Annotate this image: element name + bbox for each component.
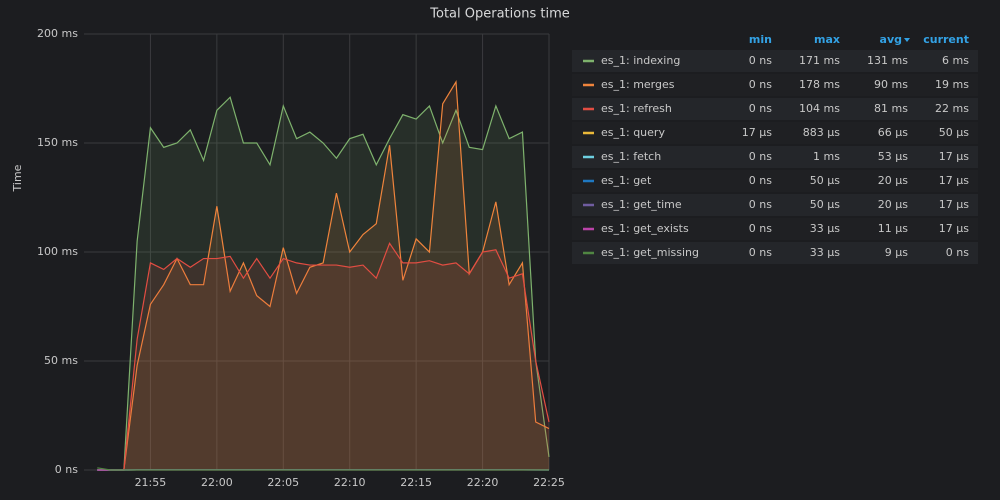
x-tick-label: 22:15 (400, 476, 432, 489)
legend-stat: 20 µs (878, 198, 908, 211)
legend-header: current (923, 33, 969, 46)
legend-header: max (814, 33, 840, 46)
chart-title: Total Operations time (429, 7, 569, 22)
legend-stat: 33 µs (810, 222, 840, 235)
legend-name: es_1: get_exists (601, 222, 689, 235)
x-tick-label: 22:20 (467, 476, 499, 489)
legend-name: es_1: fetch (601, 150, 661, 163)
legend-stat: 50 µs (810, 198, 840, 211)
legend-name: es_1: query (601, 126, 665, 139)
series-line (97, 96, 550, 471)
series-line (97, 241, 550, 471)
legend-stat: 131 ms (867, 54, 908, 67)
series-line (97, 467, 549, 471)
legend-row (572, 218, 978, 240)
legend-stat: 66 µs (878, 126, 908, 139)
legend-stat: 0 ns (749, 102, 772, 115)
legend-row (572, 146, 978, 168)
legend-stat: 6 ms (942, 54, 969, 67)
x-tick-label: 22:25 (533, 476, 565, 489)
y-axis-label: Time (11, 164, 24, 192)
legend-stat: 9 µs (885, 246, 908, 259)
legend-row (572, 242, 978, 264)
legend-stat: 90 ms (874, 78, 908, 91)
series-area (97, 97, 550, 470)
legend-stat: 22 ms (935, 102, 969, 115)
legend-row (572, 122, 978, 144)
legend-stat: 0 ns (749, 150, 772, 163)
legend-stat: 0 ns (749, 246, 772, 259)
legend-stat: 33 µs (810, 246, 840, 259)
legend-stat: 0 ns (749, 78, 772, 91)
legend-stat: 0 ns (749, 54, 772, 67)
legend-row (572, 98, 978, 120)
y-tick-label: 0 ns (55, 463, 78, 476)
legend-stat: 0 ns (946, 246, 969, 259)
legend-stat: 17 µs (939, 174, 969, 187)
legend-stat: 0 ns (749, 174, 772, 187)
legend-stat: 178 ms (799, 78, 840, 91)
legend-name: es_1: get_time (601, 198, 682, 211)
sort-arrow (904, 38, 910, 42)
legend-name: es_1: get (601, 174, 652, 187)
legend-stat: 17 µs (939, 150, 969, 163)
legend-stat: 50 µs (810, 174, 840, 187)
x-tick-label: 21:55 (135, 476, 167, 489)
legend-stat: 81 ms (874, 102, 908, 115)
legend-row (572, 170, 978, 192)
legend-stat: 0 ns (749, 198, 772, 211)
legend-stat: 17 µs (939, 222, 969, 235)
legend-stat: 171 ms (799, 54, 840, 67)
legend-stat: 17 µs (742, 126, 772, 139)
legend-stat: 50 µs (939, 126, 969, 139)
series-area (97, 243, 550, 470)
legend-row (572, 74, 978, 96)
legend-name: es_1: merges (601, 78, 675, 91)
y-tick-label: 100 ms (37, 245, 78, 258)
legend-name: es_1: get_missing (601, 246, 699, 259)
legend-stat: 53 µs (878, 150, 908, 163)
legend-header: avg (880, 33, 902, 46)
legend-stat: 104 ms (799, 102, 840, 115)
legend-row (572, 50, 978, 72)
legend-stat: 0 ns (749, 222, 772, 235)
legend-stat: 11 µs (878, 222, 908, 235)
y-tick-label: 200 ms (37, 27, 78, 40)
y-tick-label: 50 ms (44, 354, 78, 367)
legend-stat: 17 µs (939, 198, 969, 211)
x-tick-label: 22:00 (201, 476, 233, 489)
legend-header: min (749, 33, 772, 46)
y-tick-label: 150 ms (37, 136, 78, 149)
legend-stat: 20 µs (878, 174, 908, 187)
legend-stat: 19 ms (935, 78, 969, 91)
x-tick-label: 22:05 (267, 476, 299, 489)
legend-name: es_1: refresh (601, 102, 672, 115)
legend-stat: 1 ms (813, 150, 840, 163)
legend-stat: 883 µs (803, 126, 840, 139)
x-tick-label: 22:10 (334, 476, 366, 489)
legend-name: es_1: indexing (601, 54, 680, 67)
legend-row (572, 194, 978, 216)
